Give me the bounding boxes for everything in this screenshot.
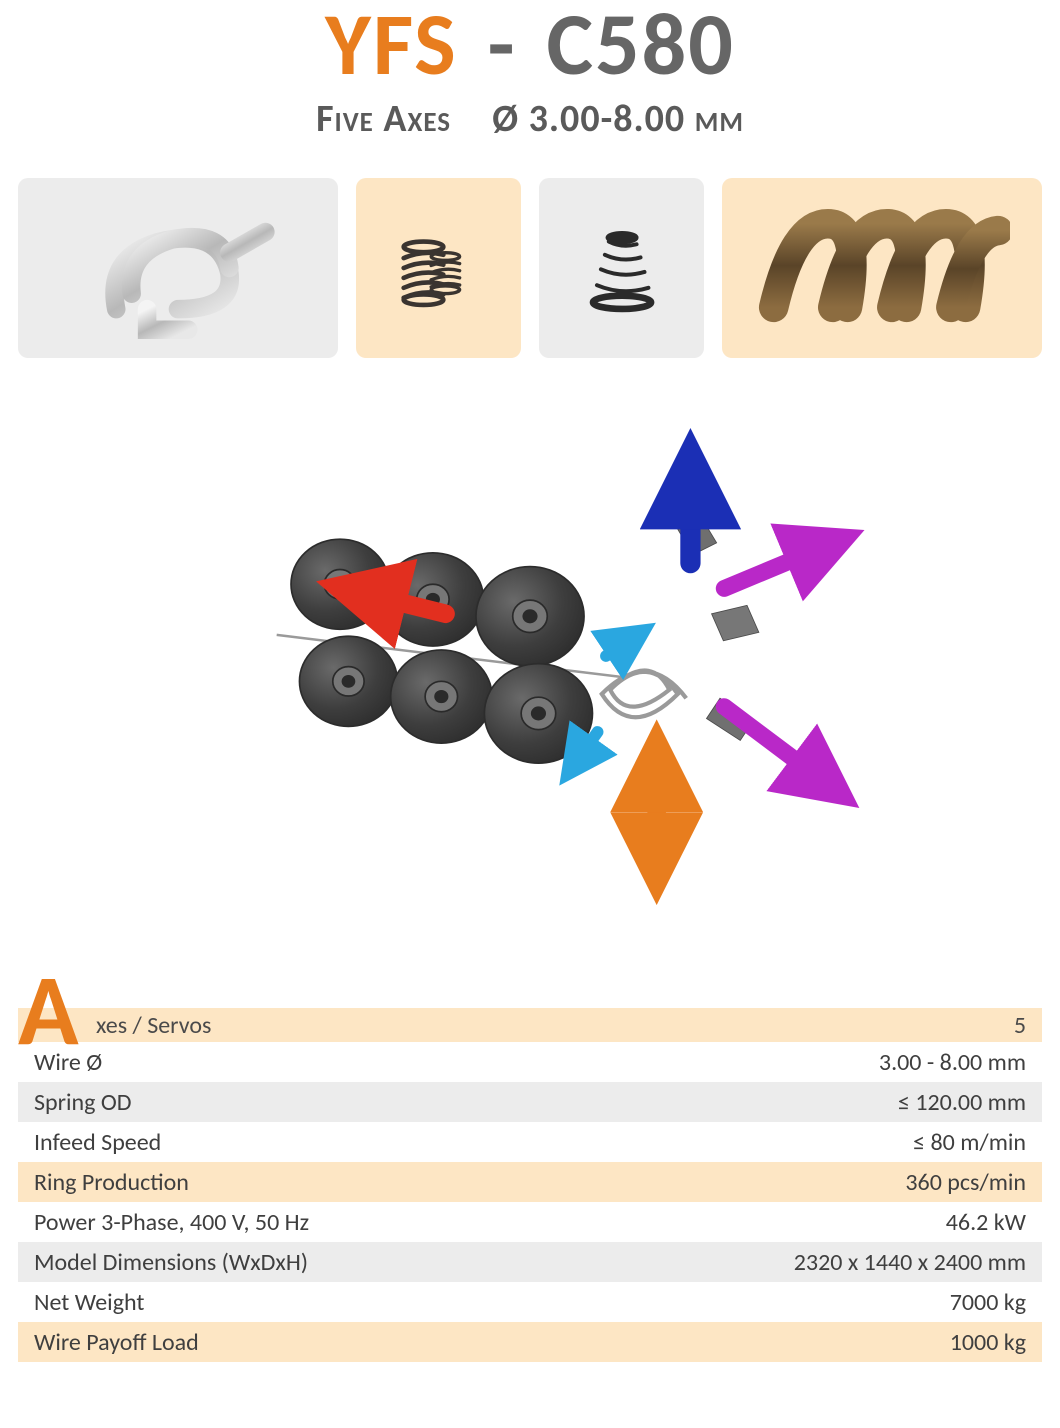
spec-label: Power 3-Phase, 400 V, 50 Hz [34, 1208, 309, 1237]
thumb-torsion-spring [18, 178, 338, 358]
subtitle-range: Ø 3.00-8.00 mm [492, 96, 744, 142]
thumb-helical-coil [722, 178, 1042, 358]
spec-row: Wire Payoff Load 1000 kg [18, 1322, 1042, 1362]
spec-header-value: 5 [1014, 1011, 1026, 1040]
thumbnail-row [18, 178, 1042, 358]
axes-diagram [18, 376, 1042, 936]
thumb-conical-spring [539, 178, 704, 358]
spec-value: 46.2 kW [946, 1208, 1026, 1237]
spec-value: ≤ 120.00 mm [898, 1088, 1026, 1117]
spec-label: Spring OD [34, 1088, 132, 1117]
spec-row: Spring OD ≤ 120.00 mm [18, 1082, 1042, 1122]
product-title: YFS - C580 [18, 0, 1042, 88]
spec-row: Ring Production 360 pcs/min [18, 1162, 1042, 1202]
title-dash: - [480, 0, 525, 98]
spec-value: 1000 kg [950, 1328, 1026, 1357]
spec-value: ≤ 80 m/min [913, 1128, 1026, 1157]
spec-label: Infeed Speed [34, 1128, 161, 1157]
spec-value: 360 pcs/min [905, 1168, 1026, 1197]
spec-header-label: xes / Servos [96, 1011, 211, 1040]
spec-label: Net Weight [34, 1288, 144, 1317]
title-brand: YFS [325, 0, 458, 98]
spec-row: Power 3-Phase, 400 V, 50 Hz 46.2 kW [18, 1202, 1042, 1242]
thumb-compression-pair [356, 178, 521, 358]
title-model: C580 [546, 0, 734, 98]
spec-value: 3.00 - 8.00 mm [879, 1048, 1026, 1077]
spec-header-row: xes / Servos 5 A [18, 946, 1042, 1042]
spec-row: Model Dimensions (WxDxH) 2320 x 1440 x 24… [18, 1242, 1042, 1282]
spec-table: xes / Servos 5 A Wire Ø3.00 - 8.00 mmSpr… [18, 946, 1042, 1362]
product-subtitle: Five Axes Ø 3.00-8.00 mm [18, 96, 1042, 142]
spec-value: 7000 kg [950, 1288, 1026, 1317]
spec-label: Wire Payoff Load [34, 1328, 199, 1357]
spec-row: Net Weight 7000 kg [18, 1282, 1042, 1322]
drop-cap-a: A [18, 970, 79, 1050]
spec-label: Ring Production [34, 1168, 189, 1197]
spec-label: Model Dimensions (WxDxH) [34, 1248, 308, 1277]
spec-row: Infeed Speed ≤ 80 m/min [18, 1122, 1042, 1162]
spec-value: 2320 x 1440 x 2400 mm [794, 1248, 1026, 1277]
subtitle-axes: Five Axes [316, 96, 451, 142]
spec-row: Wire Ø3.00 - 8.00 mm [18, 1042, 1042, 1082]
